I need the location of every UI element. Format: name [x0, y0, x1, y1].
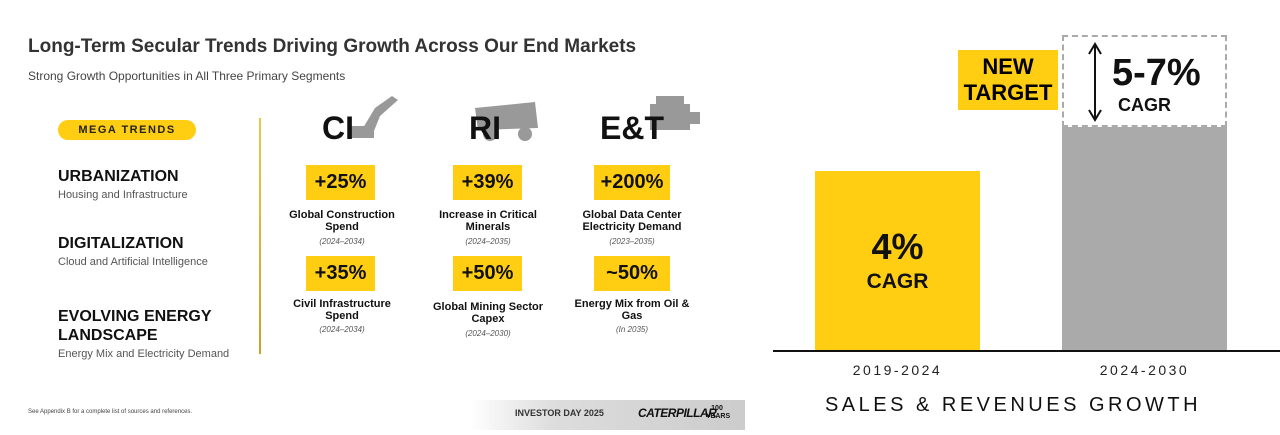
metric-label: Increase in Critical Minerals [439, 209, 537, 233]
bar-2019-2024 [815, 171, 980, 351]
event-label: INVESTOR DAY 2025 [515, 408, 604, 418]
bar-period: 2024-2030 [1099, 362, 1190, 378]
metric-value: +39% [453, 165, 522, 200]
segment-name: CI [322, 110, 354, 146]
segment-name: E&T [600, 110, 664, 146]
metric-label: Global Mining Sector Capex [432, 301, 543, 325]
slide-title: Long-Term Secular Trends Driving Growth … [28, 36, 637, 57]
baseline [773, 350, 1280, 352]
metric-value: +50% [453, 256, 522, 291]
trend-subtitle: Cloud and Artificial Intelligence [58, 256, 208, 268]
bar-value: 5-7% [1112, 52, 1201, 94]
bar-unit: CAGR [866, 270, 929, 293]
metric-label: Civil Infrastructure Spend [293, 298, 391, 322]
metric-value: +200% [594, 165, 670, 200]
metric-period: (In 2035) [615, 325, 649, 334]
chart-title: SALES & REVENUES GROWTH [824, 394, 1202, 416]
trend-title: URBANIZATION [58, 168, 179, 185]
metric-label: Global Data Center Electricity Demand [582, 209, 682, 233]
metric-label: Energy Mix from Oil & Gas [574, 298, 690, 322]
segment-icons [348, 96, 700, 141]
bar-unit: CAGR [1118, 95, 1171, 115]
metric-period: (2024–2034) [319, 325, 365, 334]
trend-title: DIGITALIZATION [58, 235, 184, 252]
badge-line: NEW [982, 54, 1034, 79]
bar-2024-2030 [1062, 125, 1227, 351]
new-target-badge: NEW TARGET [958, 50, 1058, 110]
metric-period: (2024–2034) [319, 237, 365, 246]
metric-period: (2023–2035) [609, 237, 655, 246]
brand-logo: CATERPILLAR [638, 406, 717, 420]
centennial-logo: 100 YEARS [706, 405, 731, 420]
mega-trends-pill: MEGA TRENDS [58, 120, 196, 140]
truck-icon [475, 102, 538, 141]
range-arrow [1088, 42, 1102, 122]
metric-value: +35% [306, 256, 375, 291]
metric-period: (2024–2030) [465, 329, 511, 338]
slide-subtitle: Strong Growth Opportunities in All Three… [28, 69, 346, 83]
bar-period: 2019-2024 [852, 362, 943, 378]
metric-label: Global Construction Spend [289, 209, 395, 233]
segment-name: RI [469, 110, 501, 146]
trend-title: EVOLVING ENERGY LANDSCAPE [58, 308, 212, 344]
metric-value: +25% [306, 165, 375, 200]
footnote: See Appendix B for a complete list of so… [28, 409, 193, 415]
metric-value: ~50% [594, 256, 670, 291]
divider [259, 118, 261, 354]
trend-subtitle: Energy Mix and Electricity Demand [58, 348, 230, 360]
trend-subtitle: Housing and Infrastructure [58, 189, 188, 201]
engine-icon [650, 96, 700, 130]
badge-line: TARGET [963, 80, 1053, 105]
footer-band [470, 400, 745, 430]
excavator-icon [348, 96, 398, 138]
metric-period: (2024–2035) [465, 237, 511, 246]
bar-value: 4% [871, 226, 924, 267]
